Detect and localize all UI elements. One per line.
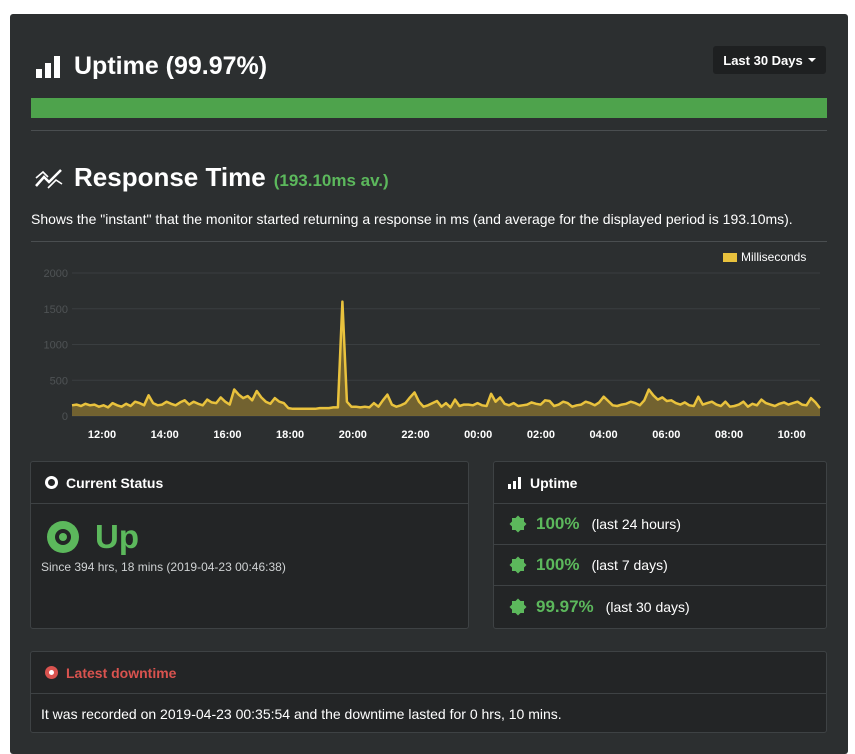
legend-label: Milliseconds [741, 250, 807, 264]
x-tick-label: 18:00 [276, 429, 304, 441]
check-badge-icon [509, 556, 527, 574]
response-time-average: (193.10ms av.) [273, 171, 389, 190]
uptime-header: Uptime (99.97%) [36, 52, 267, 81]
x-tick-label: 00:00 [464, 429, 492, 441]
dot-circle-icon [45, 476, 58, 489]
x-tick-label: 20:00 [339, 429, 367, 441]
uptime-bar [31, 98, 827, 118]
legend-swatch [723, 252, 737, 262]
response-time-title: Response Time [74, 162, 266, 192]
current-status-title: Current Status [66, 474, 164, 491]
series-area [72, 301, 820, 416]
y-tick-label: 0 [62, 411, 68, 423]
x-tick-label: 22:00 [401, 429, 429, 441]
uptime-panel: Uptime 100% (last 24 hours) 100% (last 7… [493, 461, 827, 629]
series-line [71, 300, 821, 411]
line-chart-icon [35, 168, 63, 189]
divider [31, 130, 827, 131]
response-time-header: Response Time (193.10ms av.) [34, 162, 389, 193]
x-tick-label: 08:00 [715, 429, 743, 441]
x-tick-label: 14:00 [151, 429, 179, 441]
bar-chart-icon [508, 476, 522, 489]
y-tick-label: 1500 [44, 304, 68, 316]
x-tick-label: 02:00 [527, 429, 555, 441]
x-tick-label: 06:00 [652, 429, 680, 441]
uptime-percent: 99.97% [536, 596, 594, 616]
date-range-dropdown[interactable]: Last 30 Days [713, 46, 826, 74]
latest-downtime-panel: Latest downtime It was recorded on 2019-… [30, 651, 827, 733]
check-badge-icon [509, 515, 527, 533]
chart-legend: Milliseconds [723, 250, 806, 264]
response-time-chart: 0 500 1000 1500 2000 12:00 14:00 16:00 18:00 20:0… [44, 268, 821, 441]
uptime-period: (last 7 days) [591, 557, 668, 573]
uptime-title: Uptime (99.97%) [74, 52, 268, 80]
status-indicator: Up [47, 518, 139, 556]
uptime-period: (last 24 hours) [591, 516, 681, 532]
current-status-panel: Current Status Up Since 394 hrs, 18 mins… [30, 461, 469, 629]
bar-chart-icon [36, 55, 62, 78]
y-tick-label: 2000 [44, 268, 68, 280]
check-badge-icon [509, 598, 527, 615]
uptime-panel-title: Uptime [530, 474, 578, 491]
uptime-row: 99.97% (last 30 days) [494, 586, 826, 627]
status-text: Up [95, 518, 139, 555]
x-tick-label: 10:00 [778, 429, 806, 441]
x-tick-label: 04:00 [590, 429, 618, 441]
uptime-panel-header: Uptime [494, 462, 826, 504]
x-tick-label: 16:00 [213, 429, 241, 441]
monitor-panel: Uptime (99.97%) Last 30 Days Response Ti… [10, 14, 848, 754]
status-up-icon [47, 521, 79, 553]
caret-down-icon [807, 58, 816, 62]
status-since: Since 394 hrs, 18 mins (2019-04-23 00:46… [41, 560, 286, 574]
uptime-row: 100% (last 7 days) [494, 545, 826, 586]
current-status-header: Current Status [31, 462, 468, 504]
y-tick-label: 500 [50, 375, 68, 387]
latest-downtime-title: Latest downtime [66, 664, 177, 681]
latest-downtime-header: Latest downtime [31, 652, 826, 694]
uptime-row: 100% (last 24 hours) [494, 504, 826, 545]
uptime-percent: 100% [536, 555, 580, 574]
uptime-period: (last 30 days) [605, 598, 690, 615]
uptime-percent: 100% [536, 514, 580, 533]
date-range-label: Last 30 Days [723, 52, 803, 68]
y-tick-label: 1000 [44, 340, 68, 352]
alert-dot-icon [45, 666, 58, 679]
latest-downtime-text: It was recorded on 2019-04-23 00:35:54 a… [41, 706, 562, 722]
response-time-description: Shows the "instant" that the monitor sta… [31, 211, 793, 227]
divider [31, 241, 827, 242]
x-tick-label: 12:00 [88, 429, 116, 441]
